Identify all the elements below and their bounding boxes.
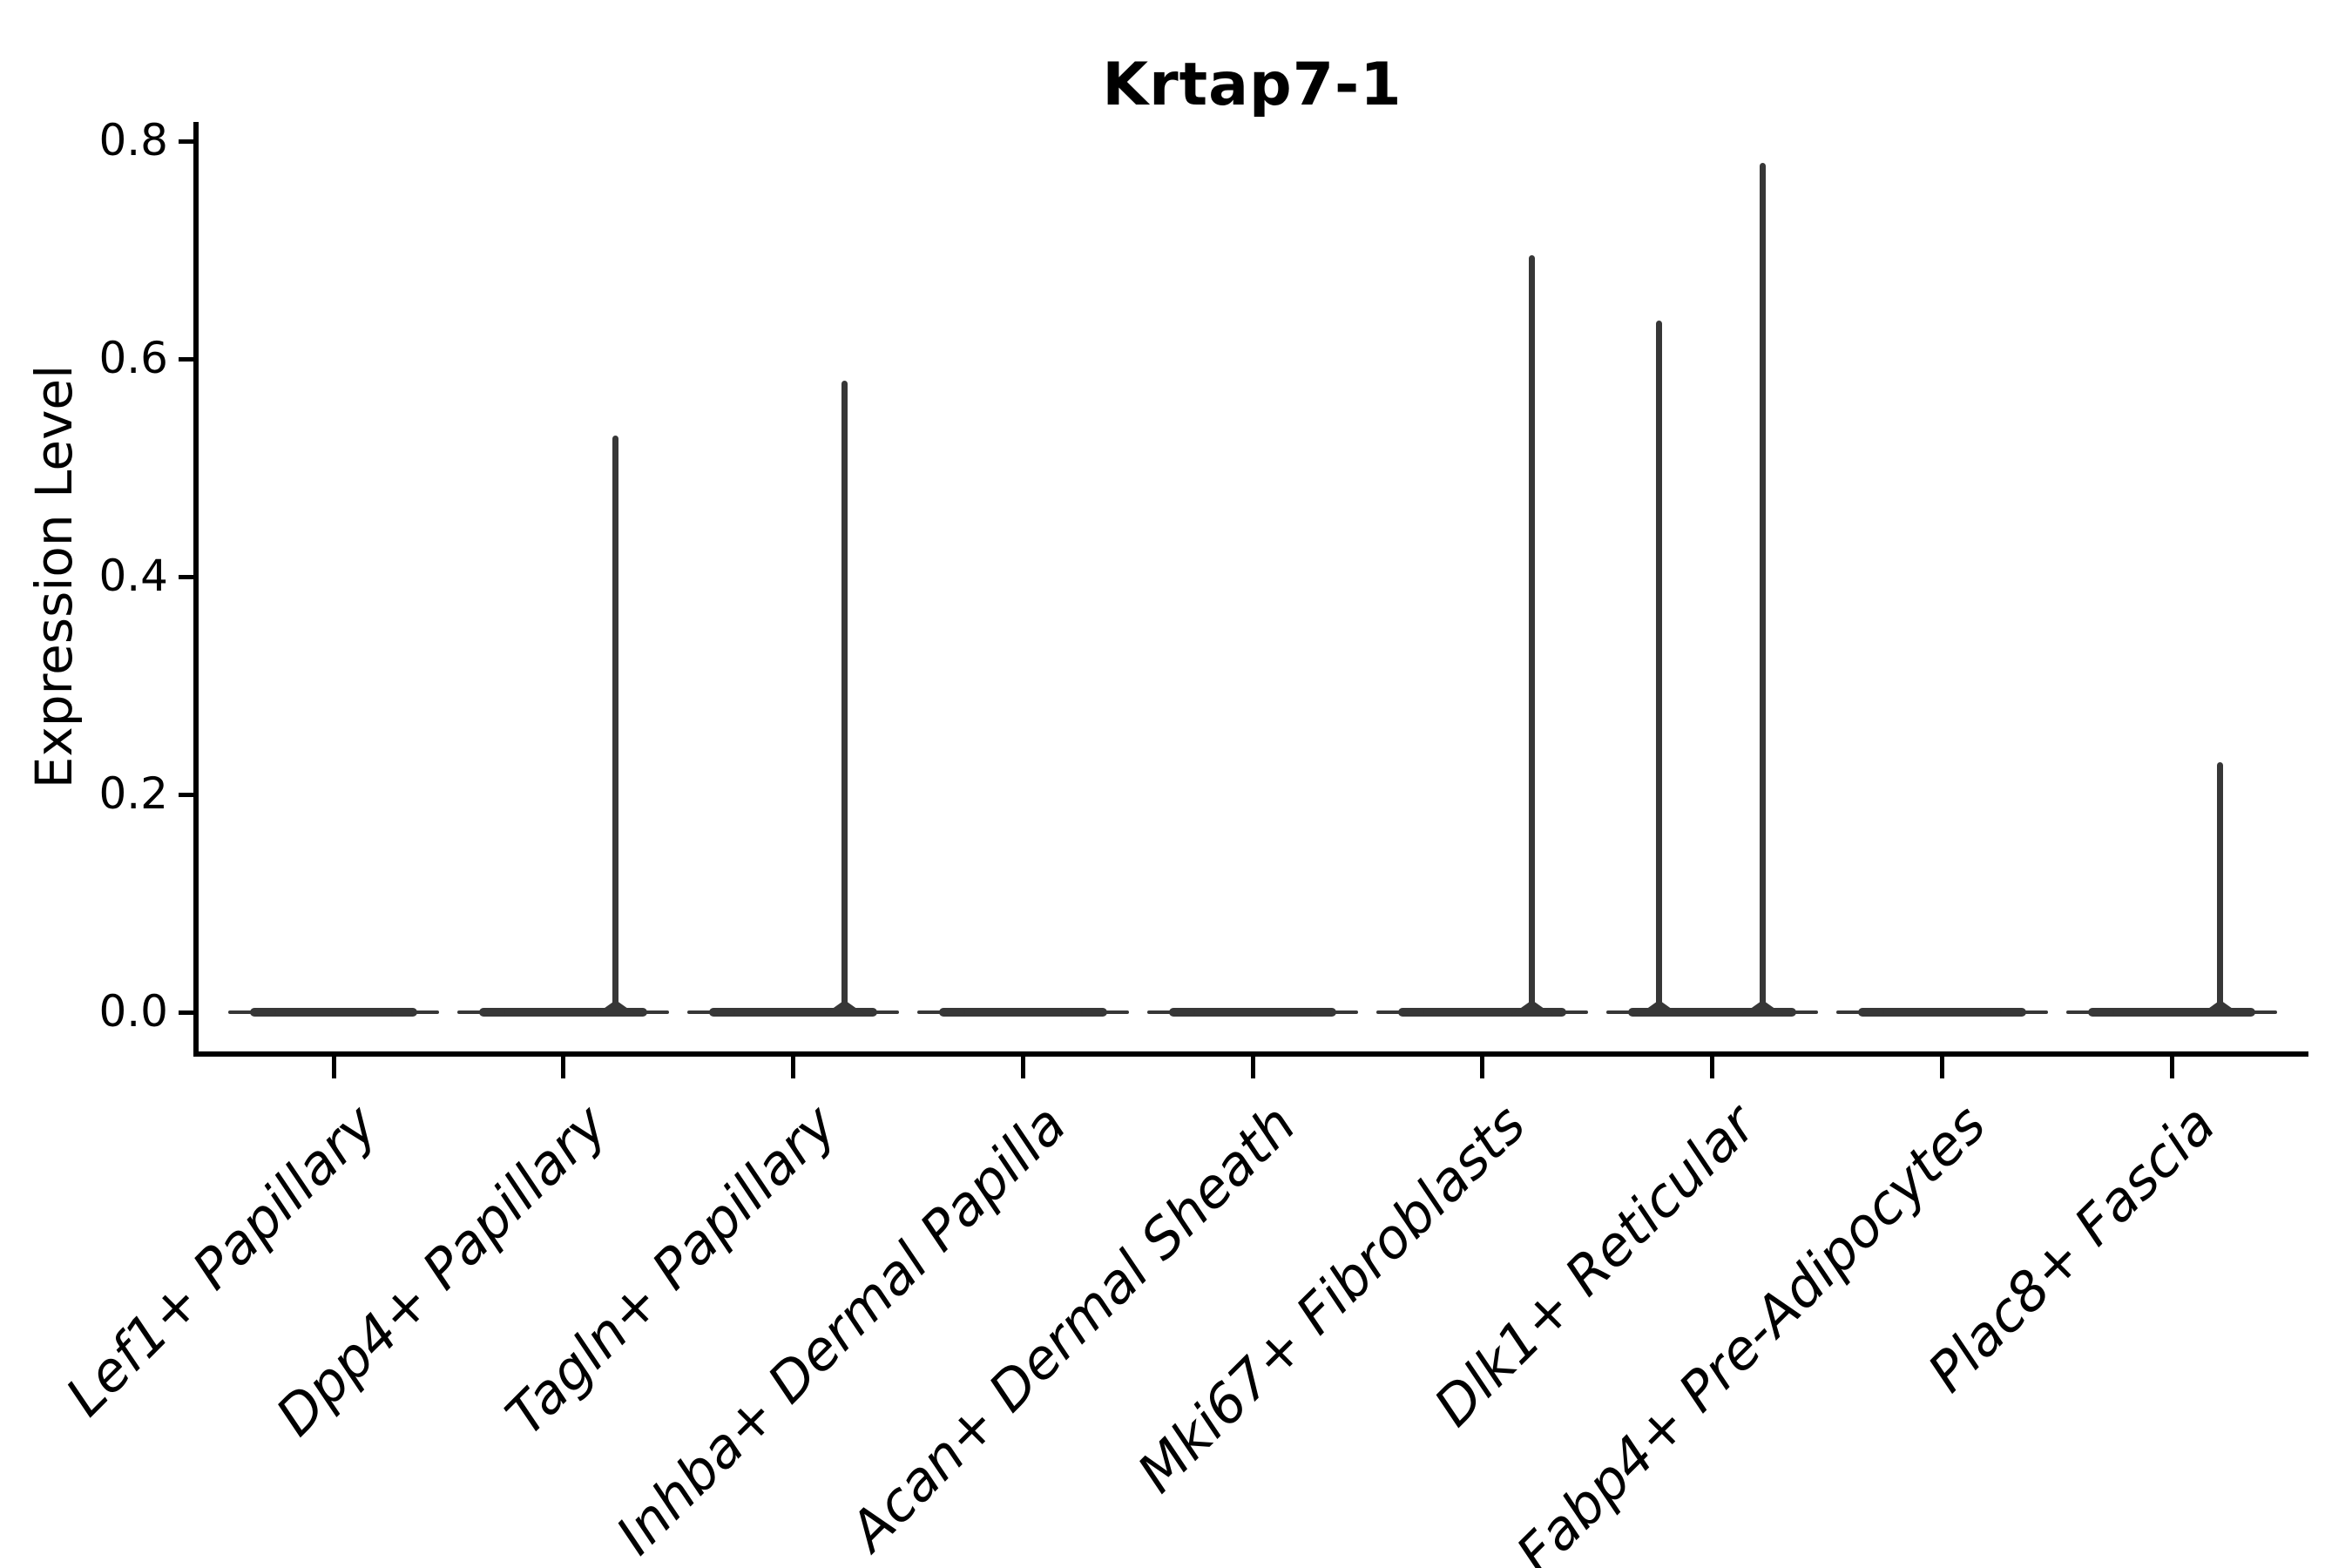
violin-body-tip — [1376, 1010, 1425, 1014]
x-tick-label: Inhba+ Dermal Papilla — [604, 1092, 1078, 1567]
violin-body — [938, 1008, 1107, 1017]
violin-body-tip — [1606, 1010, 1655, 1014]
x-axis-tick — [331, 1054, 336, 1078]
y-axis-line — [193, 122, 199, 1057]
x-axis-tick — [791, 1054, 795, 1078]
violin-body — [1857, 1008, 2026, 1017]
violin-spike — [1529, 255, 1536, 1012]
x-axis-tick — [1480, 1054, 1485, 1078]
violin-spike — [841, 381, 848, 1012]
violin-spike — [1760, 163, 1767, 1012]
x-axis-tick — [561, 1054, 566, 1078]
x-axis-tick — [2169, 1054, 2174, 1078]
y-axis-tick — [179, 574, 198, 579]
violin-body-tip — [687, 1010, 736, 1014]
violin-body — [1628, 1008, 1796, 1017]
violin-body — [709, 1008, 877, 1017]
violin-body-tip — [1310, 1010, 1359, 1014]
y-axis-tick — [179, 356, 198, 362]
violin-body-tip — [1146, 1010, 1195, 1014]
y-tick-label: 0.8 — [98, 114, 168, 166]
violin-body — [2087, 1008, 2256, 1017]
y-axis-tick — [179, 792, 198, 797]
y-axis-tick — [179, 139, 198, 144]
y-tick-label: 0.2 — [98, 767, 168, 819]
x-tick-label: Acan+ Dermal Sheath — [837, 1092, 1308, 1563]
chart-title: Krtap7-1 — [1102, 51, 1402, 119]
violin-body-tip — [2229, 1010, 2278, 1014]
x-axis-tick — [1250, 1054, 1255, 1078]
x-axis-tick — [1020, 1054, 1025, 1078]
x-tick-label: Mki67+ Fibroblasts — [1125, 1092, 1538, 1505]
violin-spike — [1656, 321, 1663, 1012]
x-axis-tick — [1710, 1054, 1714, 1078]
violin-body — [1168, 1008, 1337, 1017]
violin-body-tip — [227, 1010, 276, 1014]
violin-body-tip — [1835, 1010, 1884, 1014]
violin-body-tip — [1999, 1010, 2048, 1014]
violin-body-tip — [457, 1010, 506, 1014]
violin-body-tip — [391, 1010, 440, 1014]
violin-body-tip — [621, 1010, 670, 1014]
y-tick-label: 0.6 — [98, 332, 168, 383]
x-tick-label: Fabp4+ Pre-Adipocytes — [1503, 1092, 1997, 1568]
violin-body — [1398, 1008, 1567, 1017]
y-axis-label: Expression Level — [24, 364, 84, 789]
x-axis-tick — [1939, 1054, 1944, 1078]
violin-body-tip — [2065, 1010, 2114, 1014]
violin-body — [479, 1008, 648, 1017]
violin-body — [249, 1008, 418, 1017]
violin-body-tip — [1540, 1010, 1589, 1014]
violin-body-tip — [1769, 1010, 1818, 1014]
y-tick-label: 0.4 — [98, 550, 168, 601]
violin-body-tip — [1080, 1010, 1129, 1014]
violin-spike — [2217, 761, 2224, 1012]
violin-body-tip — [916, 1010, 965, 1014]
y-axis-tick — [179, 1010, 198, 1015]
violin-spike — [612, 435, 619, 1012]
y-tick-label: 0.0 — [98, 985, 168, 1037]
violin-body-tip — [850, 1010, 899, 1014]
